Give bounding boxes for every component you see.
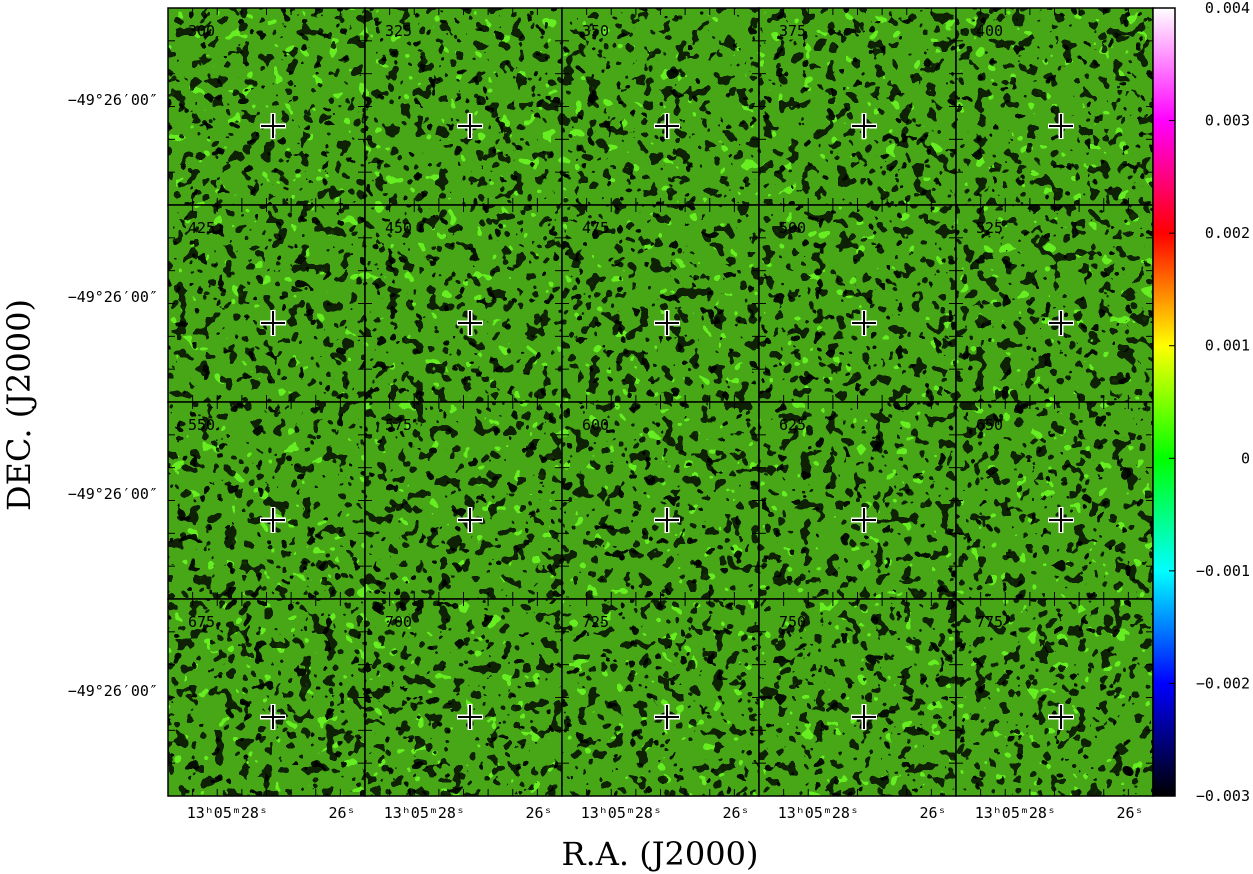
channel-panel: 550 — [167, 401, 366, 600]
panel-label: 400 — [976, 22, 1003, 40]
x-tick-label-minor: 26ˢ — [722, 804, 749, 822]
channel-panel: 475 — [561, 204, 760, 403]
channel-panel: 600 — [561, 401, 760, 600]
colorbar-tick-label: 0 — [1241, 449, 1250, 467]
panel-label: 625 — [779, 416, 806, 434]
panel-grid: 300 325 350 375 400 425 450 475 500 525 550 575 600 6… — [167, 7, 1154, 797]
channel-panel: 525 — [955, 204, 1154, 403]
channel-panel: 400 — [955, 7, 1154, 206]
panel-noise-yellow — [365, 205, 562, 402]
channel-panel: 375 — [758, 7, 957, 206]
channel-panel: 325 — [364, 7, 563, 206]
panel-label: 750 — [779, 613, 806, 631]
colorbar-tick-label: 0.001 — [1205, 337, 1250, 355]
x-tick-label-minor: 26ˢ — [919, 804, 946, 822]
colorbar-tick-label: 0.004 — [1205, 0, 1250, 17]
colorbar-tick-label: −0.002 — [1196, 674, 1250, 692]
panel-noise-yellow — [562, 205, 759, 402]
channel-panel: 675 — [167, 598, 366, 797]
panel-noise-yellow — [956, 402, 1153, 599]
channel-panel: 650 — [955, 401, 1154, 600]
channel-panel: 700 — [364, 598, 563, 797]
panel-noise-yellow — [168, 402, 365, 599]
panel-noise-yellow — [759, 205, 956, 402]
x-tick-label-minor: 26ˢ — [1116, 804, 1143, 822]
panel-noise-yellow — [168, 205, 365, 402]
channel-panel: 750 — [758, 598, 957, 797]
panel-label: 575 — [385, 416, 412, 434]
panel-noise-yellow — [168, 8, 365, 205]
colorbar-tick-label: −0.003 — [1196, 787, 1250, 805]
panel-noise-yellow — [365, 402, 562, 599]
panel-label: 550 — [188, 416, 215, 434]
panel-noise-yellow — [562, 599, 759, 796]
panel-label: 450 — [385, 219, 412, 237]
colorbar-tick-label: −0.001 — [1196, 562, 1250, 580]
y-tick-label: −49°26′00″ — [68, 485, 158, 503]
panel-label: 600 — [582, 416, 609, 434]
x-tick-label-major: 13ʰ05ᵐ28ˢ — [778, 804, 859, 822]
panel-label: 650 — [976, 416, 1003, 434]
colorbar-tick-label: 0.002 — [1205, 224, 1250, 242]
panel-label: 325 — [385, 22, 412, 40]
panel-noise-yellow — [562, 8, 759, 205]
x-tick-label-minor: 26ˢ — [328, 804, 355, 822]
colorbar-scale — [1152, 7, 1176, 797]
panel-label: 500 — [779, 219, 806, 237]
colorbar-tick-label: 0.003 — [1205, 112, 1250, 130]
panel-noise-yellow — [168, 599, 365, 796]
panel-label: 725 — [582, 613, 609, 631]
channel-panel: 300 — [167, 7, 366, 206]
x-tick-label-major: 13ʰ05ᵐ28ˢ — [384, 804, 465, 822]
panel-label: 475 — [582, 219, 609, 237]
channel-panel: 450 — [364, 204, 563, 403]
panel-label: 425 — [188, 219, 215, 237]
y-tick-label: −49°26′00″ — [68, 682, 158, 700]
panel-label: 300 — [188, 22, 215, 40]
beam-ellipse — [1122, 765, 1134, 777]
panel-noise-yellow — [759, 402, 956, 599]
panel-noise-yellow — [365, 599, 562, 796]
panel-noise-yellow — [365, 8, 562, 205]
x-tick-label-major: 13ʰ05ᵐ28ˢ — [187, 804, 268, 822]
y-tick-label: −49°26′00″ — [68, 91, 158, 109]
channel-panel: 350 — [561, 7, 760, 206]
channel-panel: 775 — [955, 598, 1154, 797]
y-axis-label: DEC. (J2000) — [0, 299, 38, 511]
panel-label: 350 — [582, 22, 609, 40]
channel-panel: 725 — [561, 598, 760, 797]
channel-panel: 625 — [758, 401, 957, 600]
x-axis-label: R.A. (J2000) — [562, 835, 759, 873]
channel-panel: 425 — [167, 204, 366, 403]
panel-label: 675 — [188, 613, 215, 631]
y-tick-label: −49°26′00″ — [68, 288, 158, 306]
panel-noise-yellow — [956, 205, 1153, 402]
x-tick-label-minor: 26ˢ — [525, 804, 552, 822]
panel-noise-yellow — [759, 599, 956, 796]
panel-label: 375 — [779, 22, 806, 40]
panel-label: 525 — [976, 219, 1003, 237]
panel-noise-yellow — [759, 8, 956, 205]
panel-noise-yellow — [956, 8, 1153, 205]
panel-label: 775 — [976, 613, 1003, 631]
panel-noise-yellow — [562, 402, 759, 599]
panel-noise-yellow — [956, 599, 1153, 796]
x-tick-label-major: 13ʰ05ᵐ28ˢ — [581, 804, 662, 822]
colorbar: 0.004 0.003 0.002 0.001 0 −0.001 −0.002 −0.003 — [1152, 0, 1250, 805]
x-tick-label-major: 13ʰ05ᵐ28ˢ — [975, 804, 1056, 822]
panel-label: 700 — [385, 613, 412, 631]
channel-panel: 500 — [758, 204, 957, 403]
channel-panel: 575 — [364, 401, 563, 600]
